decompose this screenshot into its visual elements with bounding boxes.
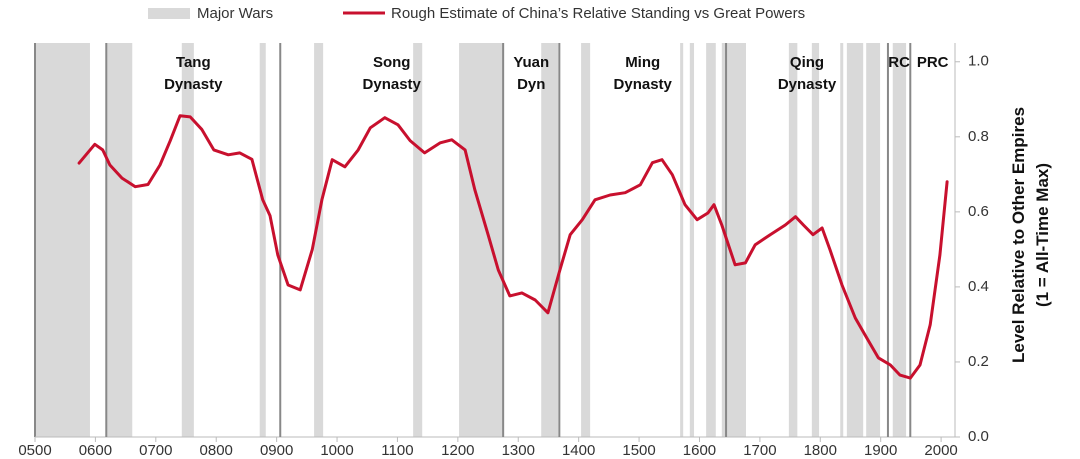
war-band [866, 43, 881, 437]
war-band [846, 43, 864, 437]
x-tick-label: 1700 [743, 442, 776, 459]
dynasty-label: Song [373, 54, 411, 71]
dynasty-label: PRC [917, 54, 949, 71]
war-band [314, 43, 324, 437]
y-axis-title: Level Relative to Other Empires (1 = All-… [1009, 107, 1052, 363]
war-band [413, 43, 423, 437]
dynasty-label: Qing [790, 54, 824, 71]
y-tick-label: 0.0 [968, 428, 989, 445]
x-tick-label: 0500 [18, 442, 51, 459]
x-tick-label: 1400 [562, 442, 595, 459]
x-tick-label: 1100 [381, 442, 413, 459]
dynasty-label: Ming [625, 54, 660, 71]
x-tick-label: 0900 [260, 442, 293, 459]
x-tick-label: 1300 [502, 442, 535, 459]
war-band [581, 43, 591, 437]
x-tick-label: 2000 [924, 442, 957, 459]
war-band [706, 43, 716, 437]
war-band [689, 43, 695, 437]
y-axis-title-line: Level Relative to Other Empires [1009, 107, 1028, 363]
legend-label: Rough Estimate of China’s Relative Stand… [391, 5, 805, 22]
x-tick-label: 1000 [320, 442, 353, 459]
y-tick-label: 0.2 [968, 353, 989, 370]
dynasty-label: Dyn [517, 76, 545, 93]
x-tick-label: 1800 [804, 442, 837, 459]
war-band [106, 43, 133, 437]
dynasty-label: Dynasty [778, 76, 837, 93]
dynasty-label: Dynasty [363, 76, 422, 93]
x-tick-label: 0800 [200, 442, 233, 459]
war-band [259, 43, 266, 437]
series-line [77, 114, 949, 380]
x-tick-label: 0700 [139, 442, 172, 459]
dynasty-label: RC [888, 54, 910, 71]
x-tick-label: 1200 [441, 442, 474, 459]
x-tick-label: 1600 [683, 442, 716, 459]
war-band [181, 43, 194, 437]
war-band [892, 43, 907, 437]
legend-label: Major Wars [197, 5, 273, 22]
dynasty-label: Yuan [513, 54, 549, 71]
y-axis-title-line: (1 = All-Time Max) [1033, 163, 1052, 307]
x-tick-label: 1900 [864, 442, 897, 459]
war-band [811, 43, 820, 437]
x-tick-label: 0600 [79, 442, 112, 459]
war-band [541, 43, 559, 437]
war-band [840, 43, 844, 437]
y-tick-label: 0.4 [968, 278, 989, 295]
war-band [680, 43, 684, 437]
dynasty-label: Dynasty [614, 76, 673, 93]
dynasty-label: Dynasty [164, 76, 223, 93]
dynasty-label: Tang [176, 54, 211, 71]
y-tick-label: 0.6 [968, 203, 989, 220]
y-tick-label: 1.0 [968, 53, 989, 70]
war-band [35, 43, 90, 437]
legend-swatch [148, 8, 190, 19]
y-tick-label: 0.8 [968, 128, 989, 145]
war-band [788, 43, 798, 437]
legend: Major Wars Rough Estimate of China’s Rela… [148, 5, 805, 22]
war-band [459, 43, 504, 437]
x-tick-label: 1500 [622, 442, 655, 459]
